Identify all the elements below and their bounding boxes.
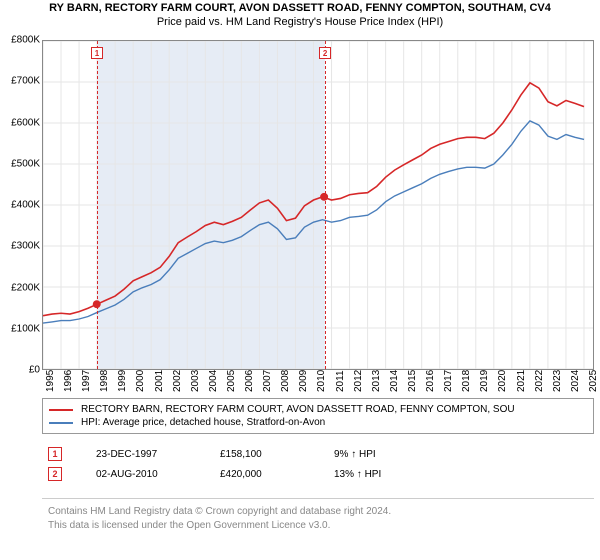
chart-title-line1: RY BARN, RECTORY FARM COURT, AVON DASSET… — [4, 2, 596, 14]
x-axis-label: 2020 — [497, 370, 508, 392]
x-axis-label: 2015 — [407, 370, 418, 392]
y-axis-label: £500K — [11, 158, 40, 169]
y-axis-label: £800K — [11, 35, 40, 46]
x-axis-label: 1999 — [117, 370, 128, 392]
marker-pct: 9% ↑ HPI — [334, 449, 376, 460]
marker-detail-row: 1 23-DEC-1997 £158,100 9% ↑ HPI — [48, 444, 588, 464]
x-axis-label: 2013 — [371, 370, 382, 392]
legend: RECTORY BARN, RECTORY FARM COURT, AVON D… — [42, 398, 594, 434]
marker-badge: 1 — [48, 447, 62, 461]
marker-date: 23-DEC-1997 — [96, 449, 186, 460]
x-axis-label: 1997 — [81, 370, 92, 392]
marker-details: 1 23-DEC-1997 £158,100 9% ↑ HPI 2 02-AUG-2010… — [42, 440, 594, 488]
legend-label: HPI: Average price, detached house, Stra… — [81, 417, 325, 428]
x-axis-label: 2010 — [316, 370, 327, 392]
x-axis-label: 2018 — [461, 370, 472, 392]
legend-swatch — [49, 409, 73, 411]
x-axis-label: 2022 — [534, 370, 545, 392]
marker-pct: 13% ↑ HPI — [334, 469, 381, 480]
x-axis-label: 2007 — [262, 370, 273, 392]
y-axis-label: £400K — [11, 200, 40, 211]
marker-line — [97, 41, 98, 369]
marker-line — [325, 41, 326, 369]
x-axis-label: 2009 — [298, 370, 309, 392]
plot-marker-badge: 1 — [91, 47, 103, 59]
y-axis-label: £0 — [29, 365, 40, 376]
x-axis-label: 2006 — [244, 370, 255, 392]
x-axis-label: 2023 — [552, 370, 563, 392]
x-axis-label: 2004 — [208, 370, 219, 392]
y-axis-label: £300K — [11, 241, 40, 252]
x-axis-label: 2016 — [425, 370, 436, 392]
x-axis-label: 2011 — [335, 370, 346, 392]
legend-swatch — [49, 422, 73, 424]
x-axis-label: 2002 — [172, 370, 183, 392]
chart-plot-area: 12 — [42, 40, 594, 370]
marker-detail-row: 2 02-AUG-2010 £420,000 13% ↑ HPI — [48, 464, 588, 484]
marker-badge: 2 — [48, 467, 62, 481]
x-axis-label: 2001 — [154, 370, 165, 392]
x-axis-label: 2008 — [280, 370, 291, 392]
chart-title-line2: Price paid vs. HM Land Registry's House … — [4, 16, 596, 28]
y-axis-label: £600K — [11, 117, 40, 128]
x-axis-label: 2000 — [135, 370, 146, 392]
x-axis-label: 2025 — [588, 370, 599, 392]
marker-price: £420,000 — [220, 469, 300, 480]
x-axis-label: 1998 — [99, 370, 110, 392]
footer-line: This data is licensed under the Open Gov… — [48, 519, 588, 533]
x-axis-label: 2003 — [190, 370, 201, 392]
x-axis-label: 1995 — [45, 370, 56, 392]
plot-marker-badge: 2 — [319, 47, 331, 59]
marker-price: £158,100 — [220, 449, 300, 460]
legend-row: RECTORY BARN, RECTORY FARM COURT, AVON D… — [49, 403, 587, 416]
x-axis-label: 2014 — [389, 370, 400, 392]
x-axis-label: 2024 — [570, 370, 581, 392]
x-axis-label: 2012 — [353, 370, 364, 392]
x-axis-label: 2019 — [479, 370, 490, 392]
y-axis-label: £700K — [11, 76, 40, 87]
x-axis-label: 2017 — [443, 370, 454, 392]
attribution-footer: Contains HM Land Registry data © Crown c… — [42, 498, 594, 532]
x-axis-label: 2005 — [226, 370, 237, 392]
marker-date: 02-AUG-2010 — [96, 469, 186, 480]
y-axis-label: £100K — [11, 323, 40, 334]
x-axis-label: 2021 — [516, 370, 527, 392]
x-axis-label: 1996 — [63, 370, 74, 392]
footer-line: Contains HM Land Registry data © Crown c… — [48, 505, 588, 519]
legend-row: HPI: Average price, detached house, Stra… — [49, 416, 587, 429]
legend-label: RECTORY BARN, RECTORY FARM COURT, AVON D… — [81, 404, 515, 415]
y-axis-label: £200K — [11, 282, 40, 293]
